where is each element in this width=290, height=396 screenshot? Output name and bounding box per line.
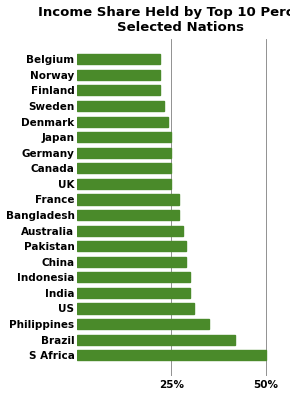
Bar [77, 54, 160, 64]
Bar [77, 116, 168, 127]
Bar [77, 350, 266, 360]
Bar [77, 148, 171, 158]
Bar [77, 163, 171, 173]
Bar [77, 101, 164, 111]
Bar [77, 319, 209, 329]
Bar [77, 132, 171, 142]
Bar [77, 335, 235, 345]
Bar [77, 210, 179, 220]
Bar [77, 70, 160, 80]
Bar [77, 288, 190, 298]
Bar [77, 272, 190, 282]
Bar [77, 86, 160, 95]
Bar [77, 257, 186, 267]
Bar [77, 194, 179, 204]
Bar [77, 303, 194, 314]
Bar [77, 226, 183, 236]
Bar [77, 179, 171, 189]
Bar [77, 241, 186, 251]
Title: Income Share Held by Top 10 Percent,
Selected Nations: Income Share Held by Top 10 Percent, Sel… [38, 6, 290, 34]
